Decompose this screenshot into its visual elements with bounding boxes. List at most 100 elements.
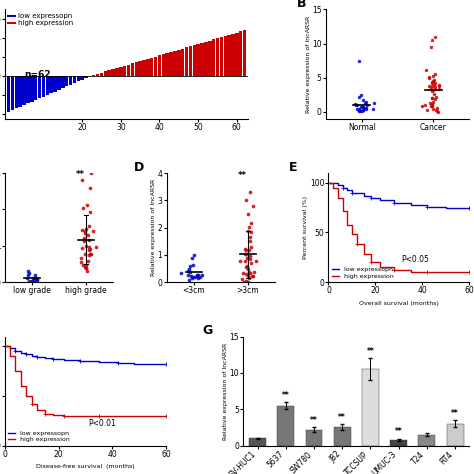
Point xyxy=(191,273,199,281)
Bar xyxy=(84,76,88,78)
Point xyxy=(82,229,89,237)
Point xyxy=(421,101,428,109)
Text: **: ** xyxy=(310,416,318,425)
Point xyxy=(353,101,360,109)
Point xyxy=(24,268,31,275)
Point xyxy=(246,188,254,196)
Bar xyxy=(419,435,436,446)
Point xyxy=(430,81,438,89)
Point xyxy=(24,272,32,279)
Bar xyxy=(177,50,181,76)
Bar xyxy=(135,62,138,76)
Point xyxy=(84,232,92,239)
Point xyxy=(79,227,86,234)
Point xyxy=(194,271,201,279)
Point xyxy=(428,98,436,105)
Point xyxy=(431,80,438,87)
Bar xyxy=(239,31,243,76)
Bar xyxy=(162,55,165,76)
Point xyxy=(33,276,40,283)
Text: B: B xyxy=(297,0,307,10)
Text: **: ** xyxy=(338,413,346,422)
Point xyxy=(435,85,443,93)
Bar xyxy=(96,74,100,76)
Bar xyxy=(115,68,118,76)
Legend: low expressopn, high expression: low expressopn, high expression xyxy=(8,13,73,27)
Bar xyxy=(81,76,84,80)
Bar xyxy=(11,76,14,110)
Text: D: D xyxy=(134,161,145,174)
Point xyxy=(81,237,88,245)
Point xyxy=(82,264,90,272)
Point xyxy=(430,76,438,83)
Point xyxy=(426,82,433,90)
Bar xyxy=(169,52,173,76)
Bar xyxy=(334,428,351,446)
Point xyxy=(87,169,95,177)
Bar xyxy=(30,76,34,102)
Point xyxy=(249,202,256,210)
Bar xyxy=(42,76,45,97)
Point xyxy=(361,99,369,107)
Bar xyxy=(57,76,61,90)
Bar xyxy=(26,76,30,103)
Text: P<0.05: P<0.05 xyxy=(401,255,429,264)
Point xyxy=(246,269,254,277)
Point xyxy=(82,243,90,250)
Point xyxy=(360,106,367,113)
Bar xyxy=(131,64,134,76)
Point xyxy=(188,254,196,261)
Point xyxy=(89,227,96,234)
Point xyxy=(429,72,437,80)
Point xyxy=(188,274,196,282)
Point xyxy=(178,269,185,277)
Bar xyxy=(76,76,80,82)
Point xyxy=(430,90,438,98)
Point xyxy=(428,101,436,109)
Point xyxy=(82,261,90,268)
Bar xyxy=(216,38,219,76)
Bar xyxy=(219,37,223,76)
Point xyxy=(422,66,430,74)
Point xyxy=(369,105,376,113)
Point xyxy=(82,264,90,272)
Point xyxy=(428,102,435,110)
Point xyxy=(358,103,365,110)
Point xyxy=(185,265,193,273)
Point xyxy=(25,277,33,285)
X-axis label: Disease-free survival  (months): Disease-free survival (months) xyxy=(36,464,135,469)
Point xyxy=(82,267,90,274)
Point xyxy=(243,262,251,270)
Text: n=62: n=62 xyxy=(24,70,51,79)
Bar xyxy=(447,424,464,446)
Point xyxy=(246,252,254,260)
Bar xyxy=(306,429,322,446)
Point xyxy=(191,251,198,259)
Point xyxy=(431,95,439,102)
Point xyxy=(435,108,442,116)
Point xyxy=(428,94,436,102)
Bar xyxy=(235,33,238,76)
Point xyxy=(32,271,39,278)
Point xyxy=(425,74,433,82)
Point xyxy=(31,274,39,282)
Bar xyxy=(231,34,235,76)
Point xyxy=(428,36,436,44)
Bar xyxy=(49,76,53,93)
Bar xyxy=(189,46,192,76)
Point xyxy=(83,201,91,209)
Bar xyxy=(69,76,72,85)
Bar xyxy=(127,64,130,76)
Bar xyxy=(362,369,379,446)
Point xyxy=(242,257,249,265)
Point xyxy=(245,265,252,273)
Point xyxy=(436,82,443,90)
Point xyxy=(244,228,252,235)
Point xyxy=(87,250,94,257)
Bar xyxy=(212,39,215,76)
Point xyxy=(85,251,93,258)
Bar xyxy=(22,76,26,105)
Text: **: ** xyxy=(395,428,402,437)
Point xyxy=(428,94,436,102)
Point xyxy=(428,82,436,90)
